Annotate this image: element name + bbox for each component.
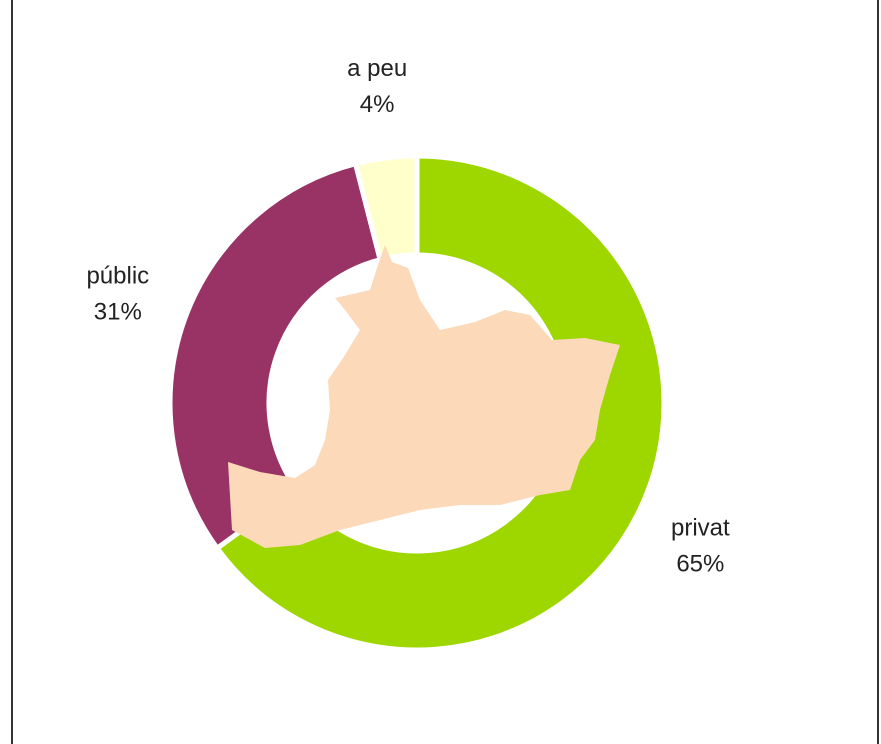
value-label: 65%	[676, 551, 724, 578]
map-shape	[228, 245, 620, 548]
slice-label: privat	[671, 515, 730, 542]
slice-label: a peu	[347, 55, 407, 82]
value-label: 31%	[94, 299, 142, 326]
slice-label: públic	[86, 263, 149, 290]
value-label: 4%	[360, 91, 395, 118]
slice	[167, 160, 384, 552]
